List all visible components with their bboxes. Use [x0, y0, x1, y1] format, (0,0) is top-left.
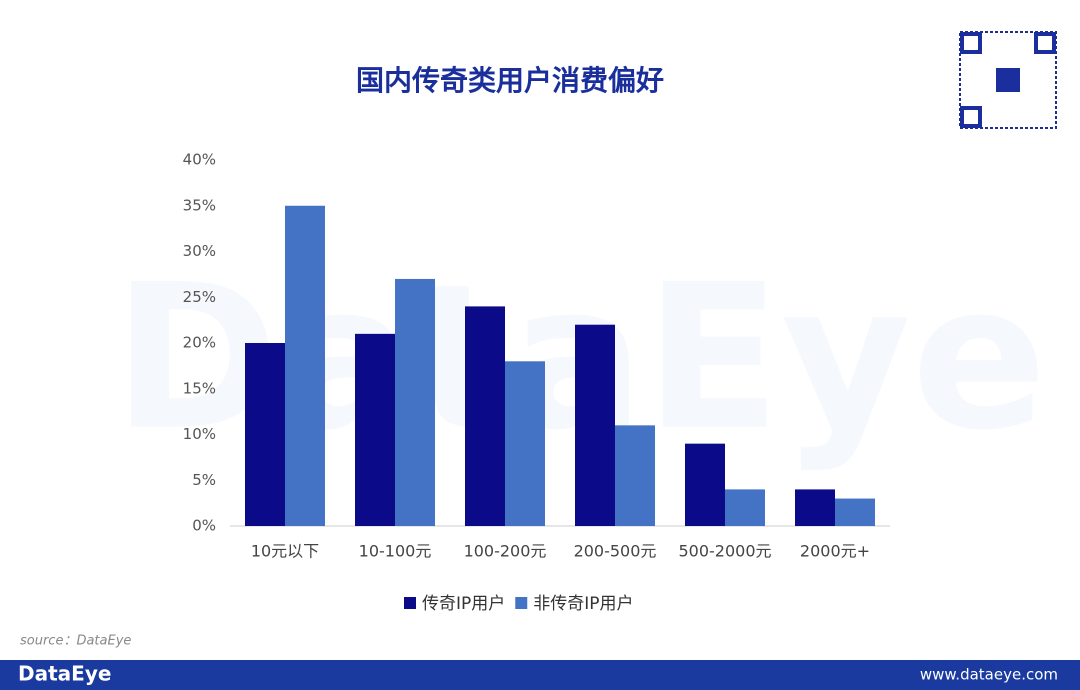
bar — [615, 425, 655, 526]
y-tick-label: 0% — [192, 517, 216, 535]
chart-title: 国内传奇类用户消费偏好 — [356, 64, 664, 97]
x-tick-label: 10元以下 — [251, 542, 319, 561]
bar — [395, 278, 435, 526]
footer-url: www.dataeye.com — [920, 666, 1058, 684]
x-tick-label: 2000元+ — [800, 542, 870, 561]
footer-brand: DataEye — [18, 662, 111, 686]
y-tick-label: 5% — [192, 471, 216, 489]
bar — [465, 306, 505, 526]
bar — [285, 205, 325, 526]
bar — [575, 324, 615, 526]
y-tick-label: 35% — [183, 196, 216, 214]
bar — [795, 489, 835, 526]
legend-swatch — [515, 597, 528, 609]
footer-bar — [0, 660, 1080, 690]
y-tick-label: 10% — [183, 425, 216, 443]
bar — [245, 343, 285, 526]
x-tick-label: 200-500元 — [574, 542, 657, 561]
legend-swatch — [404, 597, 416, 609]
y-tick-label: 40% — [183, 151, 216, 169]
bar — [685, 443, 725, 526]
legend-label: 非传奇IP用户 — [533, 594, 633, 614]
x-tick-label: 10-100元 — [359, 542, 432, 561]
qr-code — [959, 31, 1057, 129]
source-note: source：DataEye — [20, 634, 131, 649]
x-tick-label: 500-2000元 — [678, 542, 771, 561]
bar — [505, 361, 545, 526]
y-tick-label: 20% — [183, 334, 216, 352]
x-tick-label: 100-200元 — [464, 542, 547, 561]
y-tick-label: 30% — [183, 242, 216, 260]
bar — [835, 498, 875, 526]
y-tick-label: 25% — [183, 288, 216, 306]
bar — [725, 489, 765, 526]
bar — [355, 333, 395, 526]
legend-label: 传奇IP用户 — [422, 594, 505, 614]
y-tick-label: 15% — [183, 379, 216, 397]
